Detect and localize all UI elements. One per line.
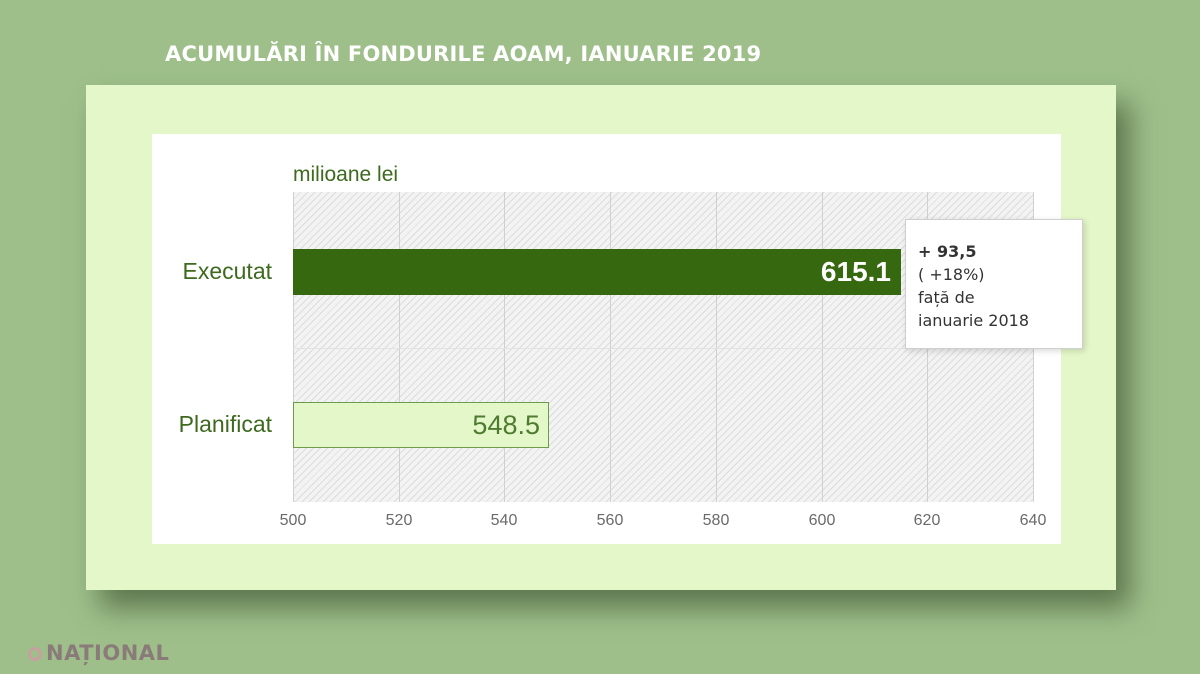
x-tick-label: 640 xyxy=(1019,512,1047,529)
gridline xyxy=(293,192,294,502)
brand-logo: NAȚIONAL xyxy=(28,641,169,665)
bar-value-planificat: 548.5 xyxy=(472,409,540,440)
bar-value-executat: 615.1 xyxy=(820,256,891,287)
x-tick-label: 520 xyxy=(385,512,413,529)
x-tick-label: 600 xyxy=(808,512,836,529)
annotation-heading: + 93,5 xyxy=(918,242,977,261)
category-label-planificat: Planificat xyxy=(178,411,272,437)
gridline xyxy=(610,192,611,502)
bar-executat: 615.1 xyxy=(293,249,901,295)
logo-icon xyxy=(28,647,42,661)
x-tick-label: 620 xyxy=(913,512,941,529)
unit-label: milioane lei xyxy=(293,163,399,186)
bar-planificat: 548.5 xyxy=(293,402,549,448)
annotation-line: ianuarie 2018 xyxy=(918,311,1030,330)
x-tick-label: 560 xyxy=(596,512,624,529)
chart-title: ACUMULĂRI ÎN FONDURILE AOAM, IANUARIE 20… xyxy=(165,42,762,66)
annotation-line: ( +18%) xyxy=(918,265,985,284)
gridline xyxy=(504,192,505,502)
category-separator xyxy=(293,348,1033,349)
gridline xyxy=(399,192,400,502)
change-annotation: + 93,5 ( +18%) față de ianuarie 2018 xyxy=(905,219,1083,349)
x-tick-label: 500 xyxy=(279,512,307,529)
gridline xyxy=(716,192,717,502)
gridline xyxy=(822,192,823,502)
x-tick-label: 580 xyxy=(702,512,730,529)
logo-text: NAȚIONAL xyxy=(46,641,170,665)
annotation-line: față de xyxy=(918,288,975,307)
x-tick-label: 540 xyxy=(490,512,518,529)
category-label-executat: Executat xyxy=(182,258,273,284)
